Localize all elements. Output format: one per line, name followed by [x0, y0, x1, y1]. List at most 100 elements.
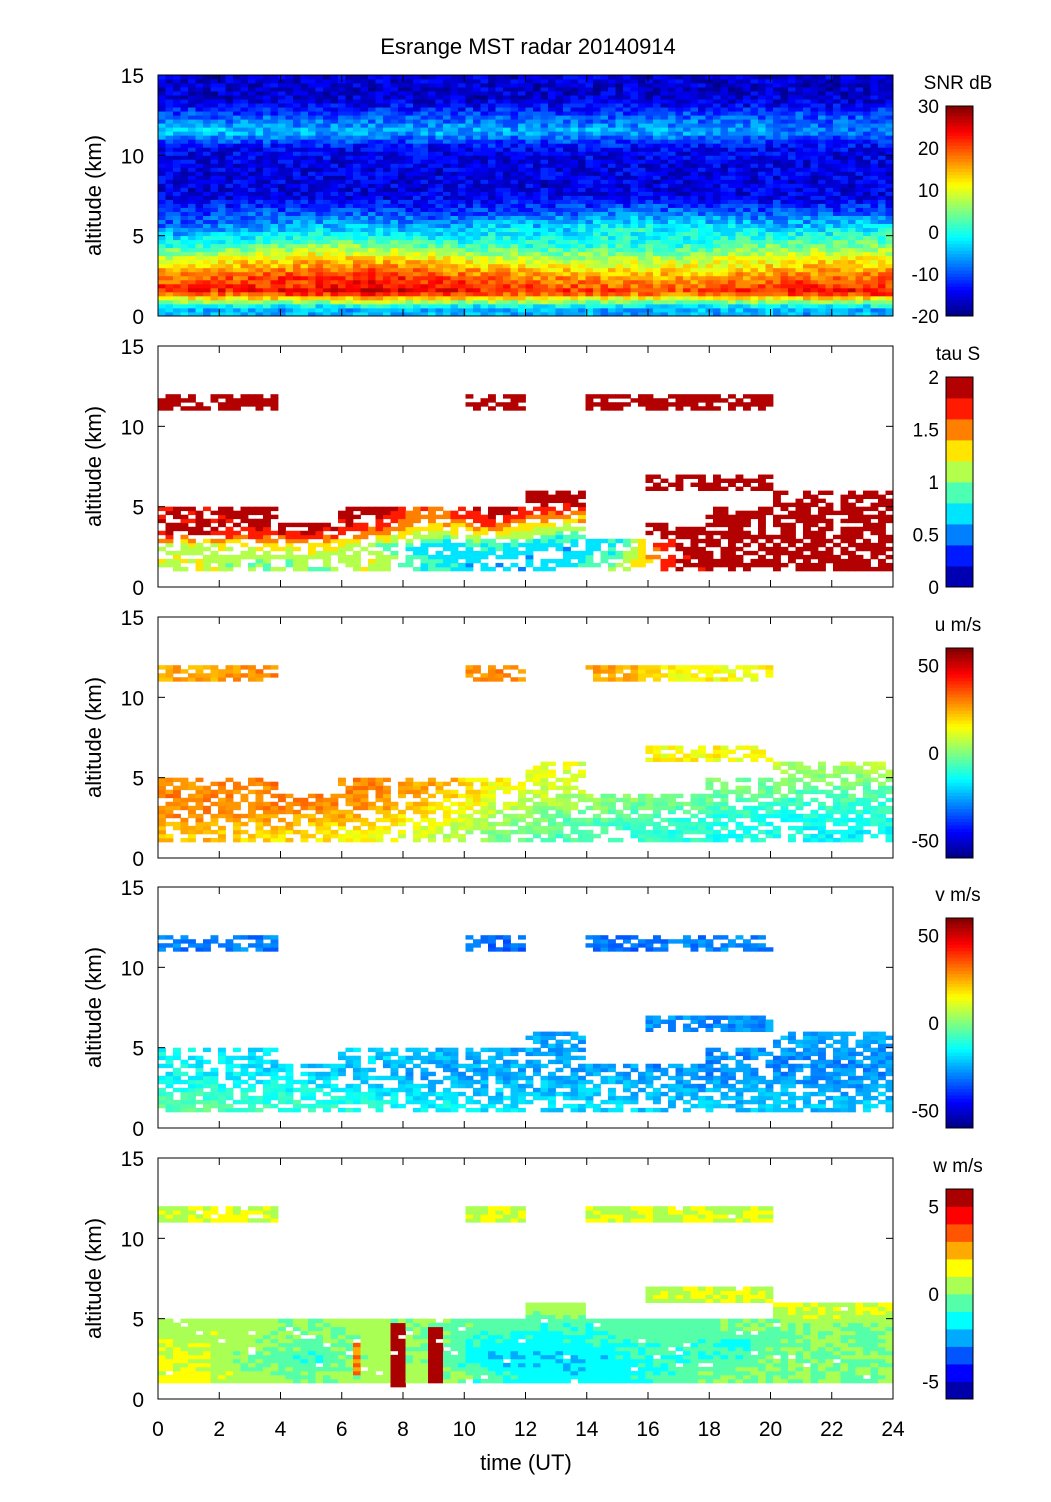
heatmap-cell [713, 243, 721, 249]
heatmap-cell [638, 271, 646, 277]
heatmap-cell [165, 127, 174, 132]
heatmap-cell [585, 195, 594, 200]
heatmap-cell [450, 287, 459, 293]
heatmap-cell [375, 195, 384, 200]
heatmap-cell [728, 219, 736, 225]
heatmap-cell [825, 171, 834, 176]
heatmap-cell [323, 183, 331, 188]
heatmap-cell [713, 163, 721, 168]
heatmap-cell [818, 171, 826, 176]
heatmap-cell [570, 155, 579, 160]
heatmap-cell [713, 303, 721, 309]
heatmap-cell [630, 175, 639, 180]
heatmap-cell [593, 227, 601, 233]
heatmap-cell [405, 287, 414, 293]
heatmap-cell [705, 267, 714, 273]
heatmap-cell [480, 267, 489, 273]
heatmap-cell [795, 311, 804, 317]
heatmap-cell [803, 175, 811, 180]
heatmap-cell [203, 155, 211, 160]
heatmap-cell [623, 303, 631, 309]
heatmap-cell [878, 303, 886, 309]
heatmap-cell [518, 151, 526, 156]
heatmap-cell [383, 295, 391, 301]
heatmap-cell [278, 139, 286, 144]
heatmap-cell [713, 287, 721, 293]
heatmap-cell [158, 215, 166, 220]
heatmap-cell [315, 279, 324, 285]
heatmap-cell [488, 151, 496, 156]
heatmap-cell [465, 139, 474, 144]
heatmap-cell [353, 227, 361, 233]
heatmap-cell [248, 247, 256, 253]
heatmap-cell [533, 159, 541, 164]
heatmap-cell [840, 135, 849, 140]
heatmap-cell [848, 199, 856, 204]
heatmap-cell [540, 291, 549, 297]
heatmap-cell [240, 211, 249, 216]
heatmap-cell [848, 275, 856, 281]
heatmap-cell [458, 267, 466, 273]
heatmap-cell [855, 227, 864, 233]
heatmap-cell [683, 163, 691, 168]
heatmap-cell [443, 127, 451, 132]
heatmap-cell [488, 247, 496, 253]
heatmap-cell [548, 307, 556, 313]
heatmap-cell [293, 251, 301, 257]
heatmap-cell [623, 243, 631, 249]
heatmap-cell [585, 139, 594, 144]
heatmap-cell [810, 203, 819, 208]
heatmap-cell [563, 215, 571, 220]
heatmap-cell [780, 139, 789, 144]
heatmap-cell [180, 299, 189, 305]
heatmap-cell [885, 255, 894, 261]
heatmap-cell [315, 203, 324, 208]
heatmap-cell [585, 311, 594, 317]
heatmap-cell [518, 123, 526, 128]
heatmap-cell [308, 175, 316, 180]
heatmap-cell [398, 271, 406, 277]
heatmap-cell [585, 175, 594, 180]
heatmap-cell [353, 239, 361, 245]
heatmap-cell [555, 119, 564, 124]
heatmap-cell [315, 187, 324, 192]
heatmap-cell [750, 139, 759, 144]
heatmap-cell [668, 115, 676, 120]
heatmap-cell [818, 163, 826, 168]
heatmap-cell [825, 247, 834, 253]
heatmap-cell [323, 215, 331, 220]
heatmap-cell [323, 203, 331, 208]
heatmap-cell [548, 239, 556, 245]
heatmap-cell [218, 239, 226, 245]
heatmap-cell [713, 219, 721, 225]
heatmap-cell [270, 139, 279, 144]
heatmap-cell [158, 115, 166, 120]
heatmap-cell [353, 123, 361, 128]
heatmap-cell [540, 135, 549, 140]
heatmap-cell [683, 183, 691, 188]
heatmap-cell [660, 287, 669, 293]
heatmap-cell [578, 167, 586, 172]
heatmap-cell [615, 227, 624, 233]
heatmap-cell [840, 111, 849, 116]
heatmap-cell [615, 195, 624, 200]
heatmap-cell [428, 147, 436, 152]
heatmap-cell [195, 175, 204, 180]
heatmap-cell [210, 259, 219, 265]
heatmap-cell [660, 167, 669, 172]
heatmap-cell [548, 191, 556, 196]
heatmap-cell [803, 235, 811, 241]
heatmap-cell [173, 187, 181, 192]
heatmap-cell [735, 203, 744, 208]
heatmap-cell [248, 111, 256, 116]
heatmap-cell [285, 187, 294, 192]
heatmap-cell [713, 307, 721, 313]
heatmap-cell [593, 171, 601, 176]
heatmap-cell [435, 187, 444, 192]
heatmap-cell [210, 187, 219, 192]
heatmap-cell [263, 259, 271, 265]
heatmap-cell [465, 295, 474, 301]
heatmap-cell [450, 303, 459, 309]
heatmap-cell [825, 175, 834, 180]
heatmap-cell [233, 111, 241, 116]
